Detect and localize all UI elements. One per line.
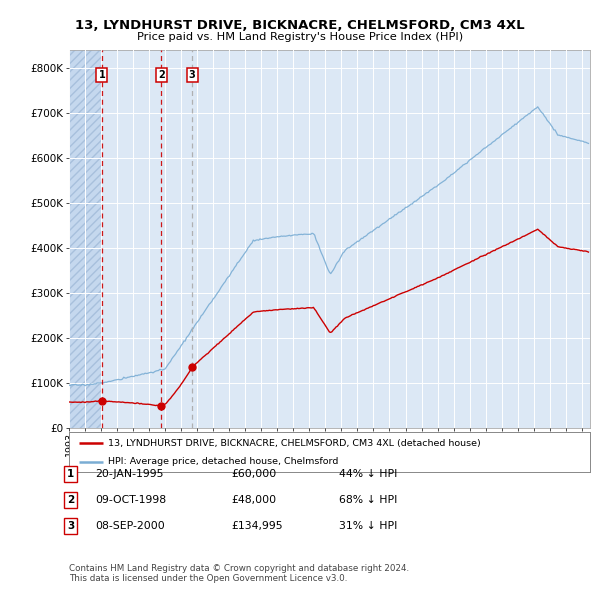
Text: Price paid vs. HM Land Registry's House Price Index (HPI): Price paid vs. HM Land Registry's House … bbox=[137, 32, 463, 42]
Text: £60,000: £60,000 bbox=[231, 470, 276, 479]
Text: 09-OCT-1998: 09-OCT-1998 bbox=[95, 496, 166, 505]
Text: 2: 2 bbox=[158, 70, 165, 80]
Text: 44% ↓ HPI: 44% ↓ HPI bbox=[339, 470, 397, 479]
Text: £134,995: £134,995 bbox=[231, 522, 283, 531]
Text: Contains HM Land Registry data © Crown copyright and database right 2024.
This d: Contains HM Land Registry data © Crown c… bbox=[69, 563, 409, 583]
Text: 1: 1 bbox=[67, 470, 74, 479]
Bar bbox=[69, 50, 102, 428]
Text: 31% ↓ HPI: 31% ↓ HPI bbox=[339, 522, 397, 531]
Text: 1: 1 bbox=[98, 70, 105, 80]
Text: 13, LYNDHURST DRIVE, BICKNACRE, CHELMSFORD, CM3 4XL: 13, LYNDHURST DRIVE, BICKNACRE, CHELMSFO… bbox=[75, 19, 525, 32]
Text: 3: 3 bbox=[189, 70, 196, 80]
Text: £48,000: £48,000 bbox=[231, 496, 276, 505]
Text: 2: 2 bbox=[67, 496, 74, 505]
Text: 13, LYNDHURST DRIVE, BICKNACRE, CHELMSFORD, CM3 4XL (detached house): 13, LYNDHURST DRIVE, BICKNACRE, CHELMSFO… bbox=[108, 438, 481, 448]
Text: 20-JAN-1995: 20-JAN-1995 bbox=[95, 470, 163, 479]
Text: 68% ↓ HPI: 68% ↓ HPI bbox=[339, 496, 397, 505]
Text: 08-SEP-2000: 08-SEP-2000 bbox=[95, 522, 164, 531]
Text: 3: 3 bbox=[67, 522, 74, 531]
Text: HPI: Average price, detached house, Chelmsford: HPI: Average price, detached house, Chel… bbox=[108, 457, 338, 466]
